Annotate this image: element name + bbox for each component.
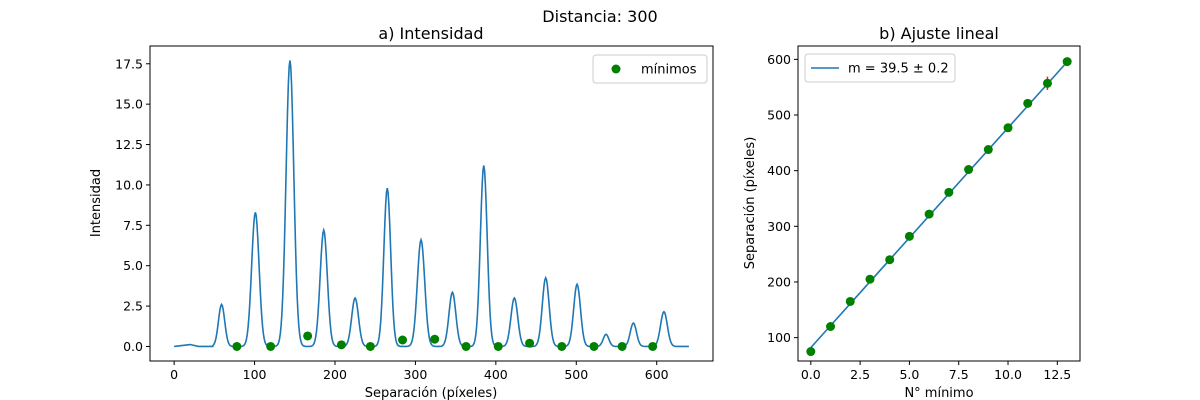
panel-b-linear-fit: b) Ajuste lineal N° mínimo Separación (p… xyxy=(743,24,1081,400)
panel-b-legend-label: m = 39.5 ± 0.2 xyxy=(848,62,949,77)
panel-a-ytick-label: 12.5 xyxy=(115,137,143,152)
panel-b-data-point xyxy=(806,347,816,357)
panel-a-axes-frame xyxy=(149,45,714,362)
panel-a-minimum-point xyxy=(398,335,408,345)
panel-b-ytick-label: 400 xyxy=(767,163,791,178)
panel-a-ytick-label: 2.5 xyxy=(123,299,143,314)
panel-a-legend-label: mínimos xyxy=(641,63,697,78)
panel-b-data-markers xyxy=(806,57,1072,357)
panel-b-data-point xyxy=(1062,57,1072,67)
panel-b-data-point xyxy=(944,187,954,197)
panel-b-ytick-label: 300 xyxy=(767,219,791,234)
panel-b-yticks: 100 200 300 400 500 600 xyxy=(767,52,798,345)
panel-a-xtick-label: 400 xyxy=(484,367,508,382)
panel-b-data-point xyxy=(865,274,875,284)
panel-a-xtick-label: 0 xyxy=(170,367,178,382)
panel-b-xtick-label: 12.5 xyxy=(1043,367,1071,382)
panel-a-ytick-label: 7.5 xyxy=(123,218,143,233)
panel-b-xtick-label: 0.0 xyxy=(801,367,821,382)
panel-b-data-point xyxy=(885,255,895,265)
panel-a-minimum-point xyxy=(303,331,313,341)
panel-b-xtick-label: 7.5 xyxy=(949,367,969,382)
panel-b-data-point xyxy=(983,145,993,155)
panel-a-minimum-point xyxy=(461,341,471,351)
panel-b-ytick-label: 500 xyxy=(767,108,791,123)
panel-a-minimum-point xyxy=(557,341,567,351)
panel-a-minimum-point xyxy=(232,341,242,351)
panel-b-legend: m = 39.5 ± 0.2 xyxy=(804,53,956,83)
panel-a-intensity: a) Intensidad Separación (píxeles) Inten… xyxy=(89,24,714,400)
panel-a-xtick-label: 500 xyxy=(564,367,588,382)
panel-a-intensity-line xyxy=(174,60,689,348)
panel-b-data-point xyxy=(904,231,914,241)
panel-a-minimum-point xyxy=(336,340,346,350)
panel-b-xticks: 0.0 2.5 5.0 7.5 10.0 12.5 xyxy=(801,361,1071,382)
panel-a-legend-marker xyxy=(611,64,621,74)
panel-a-minimum-point xyxy=(493,341,503,351)
panel-b-xtick-label: 5.0 xyxy=(899,367,919,382)
panel-b-ytick-label: 100 xyxy=(767,330,791,345)
panel-a-minimum-point xyxy=(365,341,375,351)
panel-b-data-point xyxy=(1023,98,1033,108)
panel-b-xtick-label: 10.0 xyxy=(994,367,1022,382)
panel-b-xlabel: N° mínimo xyxy=(904,386,973,400)
panel-b-data-point xyxy=(924,209,934,219)
panel-a-xtick-label: 600 xyxy=(645,367,669,382)
panel-a-ytick-label: 0.0 xyxy=(123,339,143,354)
panel-a-xtick-label: 200 xyxy=(323,367,347,382)
panel-b-title: b) Ajuste lineal xyxy=(879,24,999,43)
panel-a-minimum-point xyxy=(648,341,658,351)
panel-a-yticks: 0.0 2.5 5.0 7.5 10.0 12.5 15.0 17.5 xyxy=(115,56,150,354)
panel-a-ytick-label: 15.0 xyxy=(115,97,143,112)
panel-a-ytick-label: 5.0 xyxy=(123,258,143,273)
panel-a-minimum-point xyxy=(525,338,535,348)
panel-b-data-point xyxy=(1003,123,1013,133)
panel-b-axes-frame xyxy=(797,45,1081,362)
panel-b-data-point xyxy=(845,296,855,306)
panel-a-xlabel: Separación (píxeles) xyxy=(365,386,498,400)
panel-a-minima-markers xyxy=(232,331,658,351)
panel-b-ytick-label: 200 xyxy=(767,274,791,289)
panel-a-xtick-label: 100 xyxy=(243,367,267,382)
panel-a-ytick-label: 10.0 xyxy=(115,177,143,192)
panel-b-data-point xyxy=(826,321,836,331)
panel-b-ylabel: Separación (píxeles) xyxy=(743,137,758,270)
panel-a-ytick-label: 17.5 xyxy=(115,56,143,71)
panel-b-data-point xyxy=(1042,78,1052,88)
panel-a-xticks: 0 100 200 300 400 500 600 xyxy=(170,361,669,382)
panel-a-xtick-label: 300 xyxy=(403,367,427,382)
panel-a-minimum-point xyxy=(266,341,276,351)
panel-b-xtick-label: 2.5 xyxy=(850,367,870,382)
panel-b-ytick-label: 600 xyxy=(767,52,791,67)
panel-a-legend: mínimos xyxy=(592,54,708,84)
panel-a-minimum-point xyxy=(430,334,440,344)
panel-b-legend-box xyxy=(804,53,956,83)
figure-suptitle: Distancia: 300 xyxy=(542,7,657,26)
panel-b-data-point xyxy=(964,165,974,175)
panel-a-legend-box xyxy=(592,54,708,84)
panel-a-minimum-point xyxy=(617,341,627,351)
panel-a-ylabel: Intensidad xyxy=(89,169,104,237)
panel-a-minimum-point xyxy=(589,341,599,351)
panel-a-title: a) Intensidad xyxy=(378,24,483,43)
